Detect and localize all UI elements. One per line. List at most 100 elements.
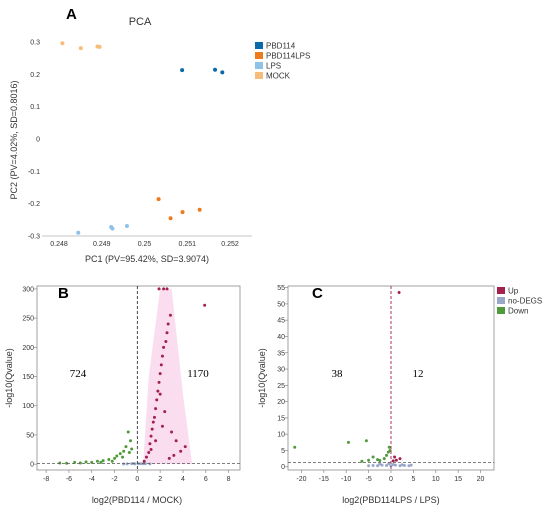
panel-a-legend-swatch [255,62,263,69]
panel-b-down-point [110,459,114,463]
panel-b: B -8 -6 -4 -2 0 2 4 6 8 0 50 100 150 200 250 300 724 1… [4,285,241,505]
panel-c-x-tick-label: -15 [319,476,329,483]
panel-b-up-point [147,450,151,454]
panel-c-up-point [394,458,398,462]
panel-b-up-point [160,354,164,358]
panel-a-point [76,230,81,235]
panel-b-up-point [166,322,170,326]
panel-b-up-point [168,313,172,317]
panel-b-x-tick-label: -6 [66,476,72,483]
panel-c-up-point [398,457,402,461]
panel-c-x-tick-label: 10 [432,476,440,483]
panel-c-nodeg-point [398,464,402,468]
panel-c-down-point [360,459,364,463]
panel-b-up-point [179,449,183,453]
panel-c-y-tick-label: 0 [281,464,285,471]
panel-c-x-tick-label: 15 [454,476,462,483]
panel-b-nodeg-point [139,462,143,466]
panel-b-nodeg-point [122,462,126,466]
panel-c-legend-swatch [497,287,505,294]
panel-c-x-tick-label: 5 [411,476,415,483]
panel-b-up-point [164,339,168,343]
panel-b-y-tick-label: 200 [22,345,34,352]
panel-b-down-point [84,460,88,464]
panel-b-down-point [101,459,105,463]
panel-c-nodeg-point [385,463,389,467]
panel-b-y-tick-label: 150 [22,374,34,381]
panel-b-down-point [78,461,82,465]
panel-c-y-tick-label: 15 [277,415,285,422]
panel-a-y-axis-title: PC2 (PV=4.02%, SD=0.8016) [9,80,19,199]
panel-c-y-tick-label: 20 [277,399,285,406]
panel-a-y-ticks: 0.3 0.2 0.1 0 -0.1 -0.2 -0.3 [28,40,40,241]
panel-b-up-count: 1170 [187,368,209,380]
panel-b-down-point [58,461,62,465]
panel-b-x-tick-label: 4 [181,476,185,483]
panel-a-x-tick-label: 0.251 [178,241,196,248]
panel-b-down-point [121,455,125,459]
panel-b-up-point [148,442,152,446]
panel-c-down-point [293,445,297,449]
panel-a-y-tick-label: 0.1 [30,104,40,111]
panel-b-down-point [126,430,130,434]
panel-c-x-tick-label: -5 [365,476,371,483]
panel-a-legend-swatch [255,42,263,49]
panel-a-x-tick-label: 0.248 [50,241,68,248]
panel-a-y-tick-label: -0.2 [28,201,40,208]
panel-c-nodeg-point [380,463,384,467]
panel-a-point [180,210,185,215]
panel-c-points [293,291,413,468]
panel-a-point [168,216,173,221]
panel-c-down-point [387,445,391,449]
panel-c-down-point [346,440,350,444]
panel-a-point [78,46,83,51]
panel-c-down-point [376,458,380,462]
panel-c-down-point [385,453,389,457]
panel-b-up-point [158,372,162,376]
panel-b-up-point [165,331,169,335]
panel-b-up-point [150,427,154,431]
panel-b-up-point [144,455,148,459]
panel-c-up-count: 12 [413,368,424,380]
panel-a-legend-label: PBD114LPS [266,52,310,61]
panel-a-point [213,67,218,72]
panel-c-nodeg-point [387,462,391,466]
panel-a-point [180,68,185,73]
panel-b-down-point [129,439,133,443]
panel-c-down-count: 38 [332,368,344,380]
panel-b-up-point [152,415,156,419]
panel-a-legend-label: LPS [266,62,281,71]
panel-a-point [197,207,202,212]
panel-c-nodeg-point [376,464,380,468]
panel-b-down-count: 724 [70,368,87,380]
panel-b-down-point [115,454,119,458]
panel-c-nodeg-point [367,464,371,468]
panel-b-up-point [157,287,161,291]
panel-b-up-point [203,303,207,307]
panel-b-nodeg-point [143,462,147,466]
panel-c-x-axis-title: log2(PBD114LPS / LPS) [342,495,439,505]
panel-c-up-point [397,291,401,295]
panel-a-y-tick-label: -0.1 [28,169,40,176]
panel-a-x-tick-label: 0.249 [93,241,111,248]
panel-c-x-tick-label: 20 [477,476,485,483]
panel-a-point [156,197,161,202]
panel-c-y-tick-label: 30 [277,367,285,374]
panel-a-y-tick-label: 0.2 [30,72,40,79]
panel-b-x-tick-label: -4 [89,476,95,483]
panel-b-down-point [130,447,134,451]
panel-a-y-tick-label: -0.3 [28,234,40,241]
panel-b-up-point [154,407,158,411]
panel-c-y-tick-label: 5 [281,448,285,455]
panel-c-y-tick-label: 45 [277,318,285,325]
panel-c-legend-label: Down [508,307,528,316]
panel-b-up-point [155,398,159,402]
panel-b-down-point [107,457,111,461]
panel-b-x-tick-label: -8 [43,476,49,483]
panel-c-y-axis-title: -log10(Qvalue) [257,348,267,408]
panel-c-legend-label: no-DEGS [508,297,542,306]
panel-a-x-ticks: 0.248 0.249 0.25 0.251 0.252 [50,241,239,248]
panel-b-x-tick-label: 6 [204,476,208,483]
